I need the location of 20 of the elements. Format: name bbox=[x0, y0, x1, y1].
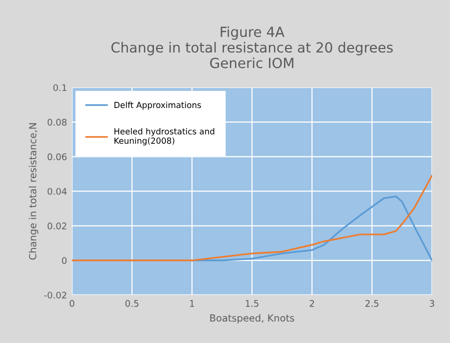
y-tick-label: 0 bbox=[62, 257, 67, 264]
chart-title: Figure 4A Change in total resistance at 20 degrees Generic IOM bbox=[111, 26, 393, 68]
y-tick-label: 0.02 bbox=[48, 222, 66, 230]
x-tick-label: 2.5 bbox=[365, 300, 378, 307]
y-tick-label: 0.06 bbox=[48, 153, 67, 160]
x-tick-label: 3 bbox=[430, 300, 434, 307]
x-tick-label: 1.5 bbox=[246, 300, 258, 307]
y-tick-label: -0.02 bbox=[44, 292, 66, 299]
legend-label: Heeled hydrostatics and Keuning(2008) bbox=[114, 128, 214, 146]
line-series bbox=[72, 174, 432, 262]
x-tick-label: 0.5 bbox=[125, 300, 138, 307]
x-tick-label: 1 bbox=[190, 300, 194, 307]
x-axis-title: Boatspeed, Knots bbox=[210, 314, 294, 324]
y-tick-label: 0.1 bbox=[53, 84, 66, 92]
x-tick-label: 2 bbox=[310, 300, 314, 307]
y-tick-label: 0.04 bbox=[48, 188, 67, 195]
x-tick-label: 0 bbox=[70, 300, 74, 307]
legend-label: Delft Approximations bbox=[114, 102, 201, 110]
y-tick-label: 0.08 bbox=[48, 118, 67, 126]
y-axis-title: Change in total resistance,N bbox=[28, 123, 38, 260]
